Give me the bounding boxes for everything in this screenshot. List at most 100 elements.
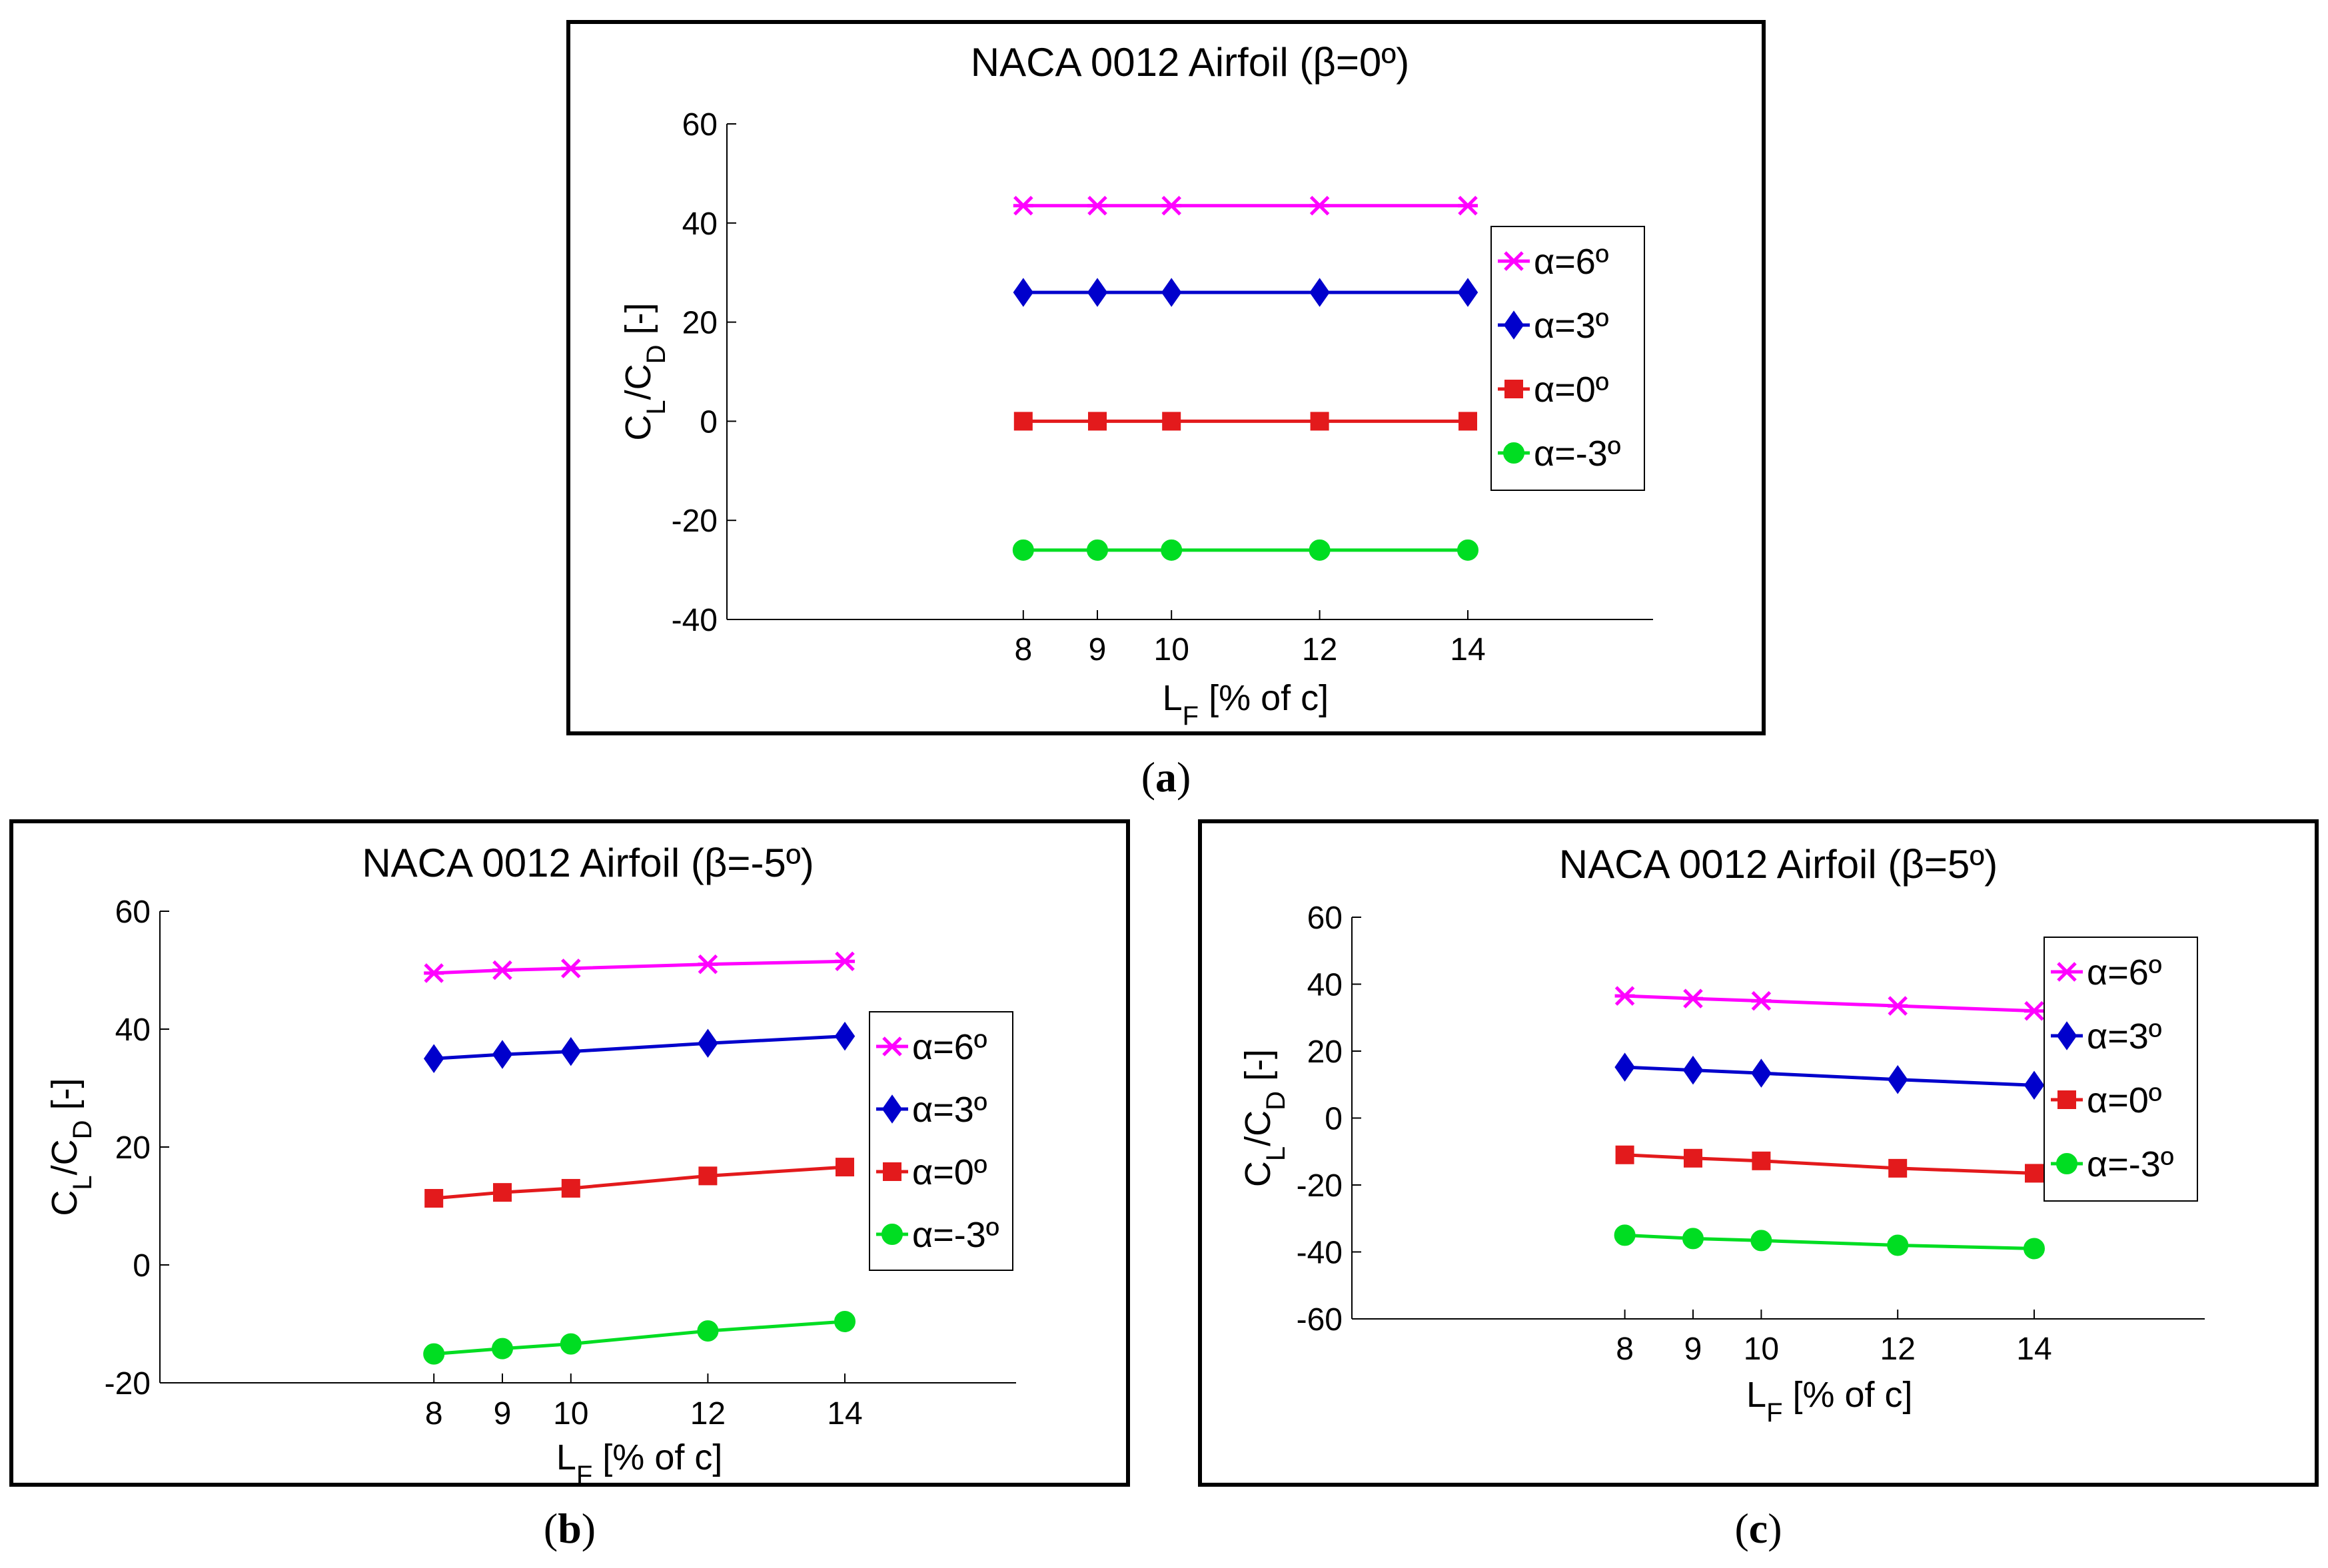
data-point-square (836, 1158, 854, 1177)
x-tick-label: 9 (1684, 1332, 1702, 1367)
x-axis-label: LF [% of c] (556, 1437, 723, 1483)
legend-marker-square (2057, 1090, 2076, 1109)
legend: α=6º α=3º α=0º α=-3º (2043, 937, 2198, 1202)
series-square (424, 1158, 854, 1208)
legend-marker-star (882, 1036, 902, 1056)
legend-label: α=0º (1534, 370, 1609, 410)
data-point-star (492, 960, 512, 980)
data-point-circle (1887, 1234, 1909, 1256)
data-point-circle (1012, 539, 1034, 561)
chart-a-svg: NACA 0012 Airfoil (β=0º) 60 40 20 0 -20 -40 8 9 1… (618, 40, 1653, 731)
data-point-diamond (1087, 278, 1108, 307)
data-point-star (1683, 988, 1703, 1008)
legend: α=6º α=3º α=0º α=-3º (869, 1011, 1013, 1271)
legend-item: α=6º (876, 1027, 987, 1067)
legend-marker-diamond (1503, 310, 1524, 340)
data-point-square (1615, 1145, 1634, 1164)
legend: α=6º α=3º α=0º α=-3º (1490, 226, 1645, 491)
data-point-circle (1750, 1230, 1772, 1252)
legend-label: α=-3º (912, 1215, 999, 1255)
data-point-diamond (1887, 1064, 1908, 1094)
data-point-circle (1087, 539, 1108, 561)
legend-label: α=0º (2087, 1080, 2162, 1120)
caption-b-letter: b (558, 1505, 582, 1552)
data-point-square (1684, 1148, 1702, 1168)
legend-item: α=6º (2051, 953, 2162, 992)
chart-title: NACA 0012 Airfoil (β=5º) (1559, 842, 1998, 887)
data-point-square (424, 1188, 444, 1208)
data-point-star (1751, 990, 1772, 1011)
y-tick-label: -40 (1297, 1236, 1343, 1271)
caption-a-letter: a (1155, 753, 1177, 801)
series-circle (1614, 1224, 2045, 1260)
chart-panel-c: NACA 0012 Airfoil (β=5º) 60 40 20 0 -20 -40 -60… (1198, 819, 2319, 1487)
y-tick-label: 20 (115, 1130, 151, 1166)
data-point-square (1458, 412, 1477, 431)
data-point-star (698, 954, 718, 975)
y-tick-label: -20 (1297, 1168, 1343, 1204)
series-star (1013, 195, 1478, 216)
data-point-square (1013, 412, 1033, 431)
x-tick-label: 14 (827, 1396, 862, 1431)
legend-marker-circle (881, 1224, 903, 1245)
data-point-star (1458, 195, 1478, 216)
data-point-star (1614, 986, 1635, 1006)
data-point-star (835, 951, 855, 971)
data-point-star (1013, 195, 1033, 216)
series-diamond (1614, 1052, 2045, 1100)
data-point-circle (2024, 1238, 2045, 1260)
legend-label: α=6º (2087, 953, 2162, 992)
legend-label: α=6º (912, 1027, 987, 1067)
data-point-square (1752, 1151, 1771, 1170)
series-circle (1012, 539, 1478, 561)
legend-item: α=3º (1498, 306, 1609, 346)
legend-item: α=0º (2051, 1080, 2162, 1120)
data-point-diamond (698, 1028, 718, 1058)
y-tick-label: 20 (682, 306, 718, 341)
legend-label: α=3º (2087, 1016, 2162, 1056)
data-point-star (2024, 1000, 2044, 1021)
data-point-circle (1457, 539, 1478, 561)
series-star (424, 951, 855, 983)
legend-marker-diamond (881, 1094, 903, 1124)
y-tick-label: 60 (1307, 901, 1343, 936)
series-diamond (423, 1021, 856, 1073)
data-point-diamond (560, 1036, 582, 1066)
y-tick-label: 0 (700, 404, 718, 440)
data-point-square (1088, 412, 1107, 431)
data-point-square (1888, 1158, 1908, 1178)
x-axis-label: LF [% of c] (1746, 1375, 1913, 1427)
data-point-diamond (492, 1040, 513, 1069)
legend-marker-star (1504, 251, 1524, 271)
data-point-circle (834, 1310, 856, 1332)
x-tick-label: 8 (1014, 632, 1032, 667)
chart-c-svg: NACA 0012 Airfoil (β=5º) 60 40 20 0 -20 -40 -60… (1238, 842, 2205, 1427)
legend-item: α=6º (1498, 242, 1609, 282)
data-point-diamond (1013, 278, 1034, 307)
y-axis-label: CL/CD [-] (45, 1078, 97, 1216)
legend-item: α=0º (1498, 370, 1609, 410)
chart-title: NACA 0012 Airfoil (β=-5º) (362, 841, 814, 885)
caption-c-letter: c (1748, 1505, 1768, 1552)
legend-marker-square (883, 1162, 901, 1181)
data-point-square (698, 1166, 718, 1186)
x-tick-label: 10 (553, 1396, 588, 1431)
y-axis-label: CL/CD [-] (1238, 1049, 1291, 1187)
y-tick-label: 60 (115, 895, 151, 930)
data-point-star (1309, 195, 1330, 216)
data-point-square (1310, 412, 1329, 431)
data-point-diamond (423, 1044, 444, 1073)
data-point-circle (1161, 539, 1183, 561)
x-tick-label: 14 (2016, 1332, 2051, 1367)
legend-label: α=3º (1534, 306, 1609, 346)
y-tick-label: -40 (672, 603, 718, 638)
data-point-circle (1309, 539, 1331, 561)
x-tick-label: 14 (1450, 632, 1485, 667)
data-point-diamond (2024, 1070, 2045, 1100)
x-tick-label: 10 (1154, 632, 1189, 667)
data-point-circle (697, 1320, 719, 1342)
legend-marker-star (2057, 962, 2077, 982)
data-point-square (2025, 1164, 2043, 1183)
y-tick-label: 40 (682, 206, 718, 242)
chart-title: NACA 0012 Airfoil (β=0º) (971, 40, 1409, 85)
